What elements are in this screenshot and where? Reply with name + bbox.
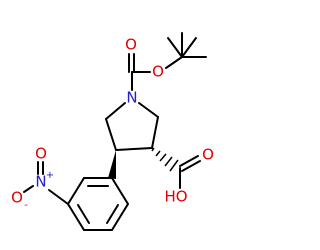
atom-label: O (35, 145, 47, 163)
atom-charge: - (24, 200, 28, 211)
atom-label: O (152, 63, 164, 81)
atom-label: N (126, 89, 137, 107)
atom-label: HO (164, 188, 187, 206)
wedge-bond (108, 150, 116, 179)
atom-charge: + (46, 170, 54, 181)
molecule: O O N O HO N + O O - (11, 32, 214, 231)
atom-label: O (202, 146, 214, 164)
atom-label: O (125, 36, 137, 54)
bonds (23, 32, 207, 231)
atom-label: O (11, 189, 23, 207)
hashed-bond (151, 147, 179, 172)
atom-label: N (35, 173, 46, 191)
